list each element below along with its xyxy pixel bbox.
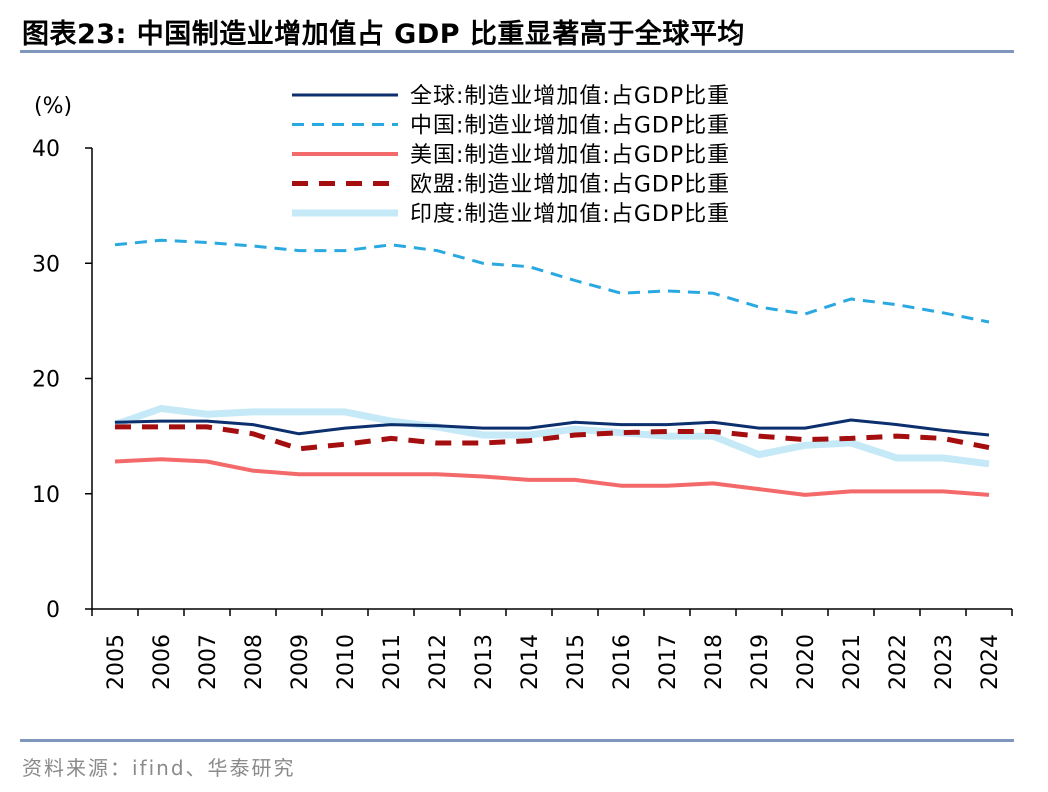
x-tick-label: 2005 [104,634,129,690]
legend-label: 中国:制造业增加值:占GDP比重 [410,114,730,139]
x-tick-label: 2010 [334,634,359,690]
y-tick-label: 40 [32,137,60,162]
x-tick-label: 2017 [656,634,681,690]
series-line [114,418,990,437]
x-tick-label: 2016 [610,634,635,690]
chart-title: 图表23: 中国制造业增加值占 GDP 比重显著高于全球平均 [22,19,745,50]
x-tick-label: 2006 [150,634,175,690]
series-line [114,457,990,497]
x-tick-label: 2008 [242,634,267,690]
series-line [113,405,990,468]
legend-label: 美国:制造业增加值:占GDP比重 [410,143,730,168]
legend-label: 欧盟:制造业增加值:占GDP比重 [410,173,730,198]
y-axis-unit-label: (%) [34,94,72,119]
x-tick-label: 2023 [932,634,957,690]
x-tick-label: 2021 [840,634,865,690]
bottom-divider [20,739,1014,742]
x-tick-label: 2009 [288,634,313,690]
y-tick-label: 0 [46,598,60,623]
x-tick-label: 2019 [748,634,773,690]
x-tick-label: 2012 [426,634,451,690]
legend: 全球:制造业增加值:占GDP比重中国:制造业增加值:占GDP比重美国:制造业增加… [292,84,730,227]
x-tick-label: 2007 [196,634,221,690]
series-layer [113,238,990,497]
y-tick-label: 10 [32,483,60,508]
x-tick-label: 2011 [380,634,405,690]
x-tick-label: 2013 [472,634,497,690]
x-tick-label: 2020 [794,634,819,690]
legend-label: 印度:制造业增加值:占GDP比重 [410,202,730,227]
y-tick-label: 30 [32,252,60,277]
x-tick-label: 2022 [886,634,911,690]
axes: 0 10 20 30 40 2005 2006 2007 2008 2009 2010 2011 201… [32,137,1013,690]
x-tick-label: 2015 [564,634,589,690]
top-divider [20,50,1014,53]
source-note: 资料来源：ifind、华泰研究 [22,756,296,780]
series-line [114,238,990,324]
x-tick-label: 2014 [518,634,543,690]
series-line [115,424,990,452]
x-tick-label: 2018 [702,634,727,690]
x-tick-label: 2024 [978,634,1003,690]
legend-label: 全球:制造业增加值:占GDP比重 [410,84,730,109]
y-tick-label: 20 [32,368,60,393]
